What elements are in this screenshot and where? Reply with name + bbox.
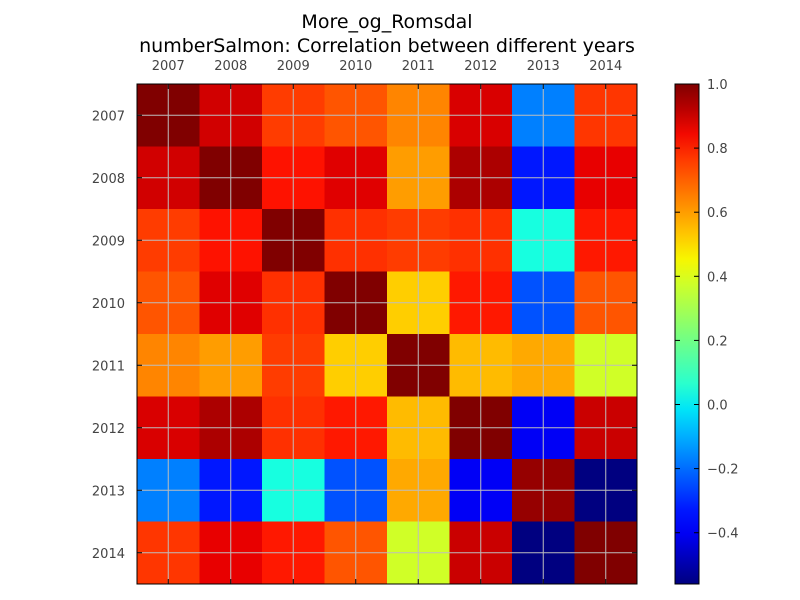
x-tick-label: 2011 (402, 59, 435, 74)
x-tick-label: 2012 (464, 59, 497, 74)
chart-title: More_og_Romsdal (301, 11, 473, 33)
y-tick-label: 2014 (92, 547, 125, 562)
colorbar: −0.4 −0.2 0.0 0.2 0.4 0.6 0.8 1.0 (674, 78, 739, 585)
x-tick-label: 2013 (527, 59, 560, 74)
y-tick-label: 2013 (92, 484, 125, 499)
colorbar-tick-label: 0.6 (707, 206, 728, 221)
x-tick-label: 2010 (339, 59, 372, 74)
y-tick-label: 2007 (92, 109, 125, 124)
chart-subtitle: numberSalmon: Correlation between differ… (139, 35, 635, 57)
colorbar-tick-label: 0.0 (707, 399, 728, 414)
colorbar-tick-label: 1.0 (707, 78, 728, 93)
heatmap-grid (137, 84, 637, 584)
colorbar-tick-label: 0.4 (707, 270, 728, 285)
colorbar-tick-label: −0.2 (707, 463, 739, 478)
x-tick-label: 2007 (152, 59, 185, 74)
colorbar-tick-label: 0.2 (707, 334, 728, 349)
y-tick-label: 2011 (92, 359, 125, 374)
y-axis-ticks: 2007 2008 2009 2010 2011 2012 2013 2014 (92, 109, 637, 562)
y-tick-label: 2008 (92, 172, 125, 187)
heatmap-frame (136, 83, 638, 585)
heatmap-cells (137, 84, 638, 585)
colorbar-tick-label: 0.8 (707, 142, 728, 157)
y-tick-label: 2012 (92, 422, 125, 437)
y-tick-label: 2009 (92, 234, 125, 249)
x-tick-label: 2008 (214, 59, 247, 74)
colorbar-tick-label: −0.4 (707, 527, 739, 542)
colorbar-gradient (674, 83, 700, 585)
y-tick-label: 2010 (92, 297, 125, 312)
x-tick-label: 2014 (589, 59, 622, 74)
x-axis-ticks: 2007 2008 2009 2010 2011 2012 2013 2014 (152, 59, 622, 584)
x-tick-label: 2009 (277, 59, 310, 74)
